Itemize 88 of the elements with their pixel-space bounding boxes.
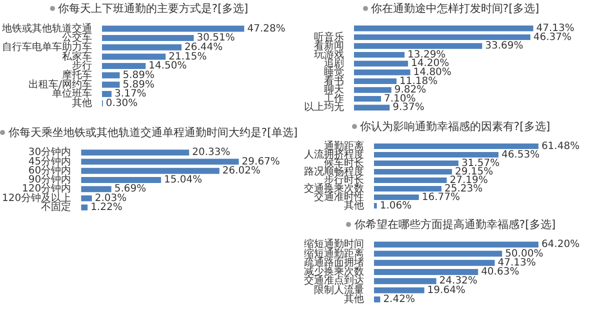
bar (81, 158, 239, 165)
bar (81, 186, 112, 192)
bar (354, 43, 482, 49)
data-label: 2.03% (94, 192, 127, 204)
bar (374, 168, 452, 175)
bar (102, 26, 244, 32)
bar (81, 195, 92, 202)
chart-title: 你在通勤途中怎样打发时间?[多选] (370, 0, 540, 16)
bar (374, 278, 436, 284)
data-label: 15.04% (164, 174, 202, 186)
data-label: 16.77% (422, 192, 460, 203)
y-tick-label: 其他 (344, 293, 364, 306)
bar (354, 60, 408, 66)
data-label: 46.53% (501, 149, 540, 160)
y-tick-label: 私家车 (62, 50, 92, 62)
bar (102, 82, 120, 88)
chart-title: 你认为影响通勤幸福感的因素有?[多选] (360, 118, 550, 134)
data-label: 5.69% (114, 184, 146, 195)
bar (354, 96, 382, 102)
bar (374, 250, 502, 257)
y-tick-label: 玩游戏 (314, 48, 344, 60)
data-label: 26.02% (222, 165, 261, 176)
bar (374, 260, 495, 266)
data-label: 24.32% (439, 276, 478, 287)
bar (102, 44, 182, 50)
bar (81, 177, 162, 183)
data-label: 2.42% (383, 294, 415, 306)
data-label: 33.69% (485, 40, 524, 52)
bar (354, 70, 410, 76)
bar (374, 186, 442, 192)
y-tick-label: 出租车/网约车 (28, 78, 92, 90)
data-label: 14.50% (148, 60, 187, 72)
data-label: 21.15% (168, 51, 207, 62)
data-label: 61.48% (541, 140, 580, 152)
bar (354, 34, 530, 40)
data-label: 20.33% (192, 147, 230, 158)
data-label: 47.13% (536, 22, 574, 34)
bar (102, 62, 146, 70)
bar (81, 168, 220, 174)
bar (374, 194, 419, 200)
bar (354, 87, 392, 93)
bar (81, 150, 190, 156)
bar (354, 26, 534, 32)
data-label: 3.17% (114, 88, 146, 100)
y-tick-label: 其他 (72, 96, 92, 109)
data-label: 5.89% (122, 79, 154, 90)
data-label: 19.64% (427, 284, 466, 296)
data-label: 64.20% (541, 239, 580, 250)
chart-title: 你每天乘坐地铁或其他轨道交通单程通勤时间大约是?[单选] (8, 124, 298, 140)
data-label: 0.30% (106, 98, 138, 109)
data-label: 40.63% (481, 266, 520, 278)
data-label: 9.37% (392, 102, 424, 114)
bar (354, 78, 397, 84)
bar (374, 160, 458, 166)
y-tick-label: 自行车电单车助力车 (2, 40, 92, 53)
bar (374, 287, 424, 294)
chart-title: 你每天上下班通勤的主要方式是?[多选] (58, 0, 248, 16)
bar (102, 90, 112, 98)
bar (102, 54, 166, 60)
data-label: 1.22% (90, 202, 122, 214)
data-label: 5.89% (122, 70, 154, 81)
data-label: 26.44% (184, 42, 223, 53)
bar (374, 202, 377, 209)
bar (374, 177, 447, 184)
data-label: 47.28% (247, 23, 286, 34)
bar (374, 269, 478, 275)
bar (374, 296, 380, 302)
bar (374, 242, 538, 248)
data-label: 47.13% (498, 257, 536, 268)
bar (374, 143, 538, 150)
y-tick-label: 听音乐 (314, 30, 344, 43)
y-tick-label: 摩托车 (62, 68, 92, 81)
bar (354, 52, 405, 58)
y-tick-label: 看书 (324, 74, 344, 87)
data-label: 50.00% (505, 248, 544, 260)
chart-title: 你希望在哪些方面提高通勤幸福感?[多选] (354, 216, 556, 232)
data-label: 46.37% (533, 32, 572, 43)
data-label: 1.06% (380, 200, 412, 212)
bar (81, 204, 88, 210)
bar (102, 34, 194, 42)
data-label: 30.51% (196, 32, 235, 44)
y-tick-label: 以上均无 (304, 101, 344, 114)
bar (374, 152, 498, 158)
bar (354, 104, 390, 110)
data-label: 29.67% (242, 156, 280, 168)
y-tick-label: 不固定 (41, 201, 72, 214)
data-label: 14.80% (413, 66, 452, 78)
bar (102, 72, 120, 78)
